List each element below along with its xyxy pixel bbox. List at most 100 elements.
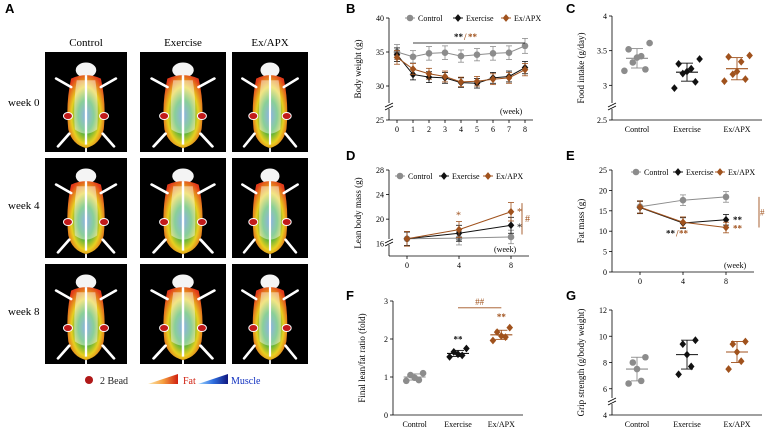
axis-break-gap bbox=[385, 103, 393, 109]
data-point bbox=[441, 49, 449, 56]
row-header-week8: week 8 bbox=[8, 306, 40, 318]
data-point bbox=[722, 193, 730, 201]
bead-left-r0-c0 bbox=[62, 112, 73, 120]
col-header-control: Control bbox=[69, 37, 103, 49]
sig-label-exercise: ** bbox=[454, 32, 464, 42]
col-header-exapx: Ex/APX bbox=[251, 37, 288, 49]
bead-left-r1-c0 bbox=[62, 218, 73, 226]
y-tick-label: 12 bbox=[599, 306, 607, 315]
data-point bbox=[687, 362, 695, 371]
y-tick-label: 25 bbox=[376, 116, 384, 125]
sig-label-exapx: ** bbox=[468, 32, 478, 42]
legend-label: Exercise bbox=[686, 168, 714, 177]
x-tick-label: 0 bbox=[395, 125, 399, 134]
chart-g-grip-strength: 4 6 8 10 12 Grip strength (g/body weight) Cont… bbox=[576, 306, 762, 429]
axis-break-mark bbox=[384, 102, 394, 108]
sig-star-week8-exapx: * bbox=[517, 207, 522, 218]
x-tick-label: 2 bbox=[427, 125, 431, 134]
data-point bbox=[505, 49, 513, 56]
legend-label: Exercise bbox=[452, 172, 480, 181]
y-tick-label: 40 bbox=[376, 14, 384, 23]
x-tick-label: 4 bbox=[681, 277, 685, 286]
data-point bbox=[679, 69, 687, 78]
data-point bbox=[636, 203, 644, 212]
legend-label: Control bbox=[408, 172, 433, 181]
legend-marker bbox=[440, 172, 448, 180]
muscle-legend-swatch bbox=[198, 374, 228, 384]
data-point bbox=[742, 337, 749, 346]
axis-break-mark bbox=[384, 238, 394, 244]
x-tick-label: 8 bbox=[509, 261, 513, 270]
y-axis-label: Final lean/fat ratio (fold) bbox=[357, 313, 367, 402]
scan-image-grid bbox=[45, 52, 308, 367]
legend-label: Ex/APX bbox=[728, 168, 755, 177]
data-point bbox=[692, 77, 699, 86]
legend-label: Ex/APX bbox=[514, 14, 541, 23]
panel-d-label: D bbox=[346, 148, 355, 163]
x-tick-label: 0 bbox=[405, 261, 409, 270]
data-point bbox=[737, 357, 745, 366]
data-point bbox=[505, 73, 513, 82]
sig-week4-exapx: ** bbox=[679, 228, 689, 238]
x-category-label: Control bbox=[625, 125, 650, 134]
x-axis-label: (week) bbox=[494, 245, 517, 254]
bead-right-r1-c1 bbox=[196, 218, 207, 226]
legend-marker bbox=[674, 168, 682, 176]
data-point bbox=[721, 77, 728, 86]
bead-left-r2-c2 bbox=[248, 324, 259, 332]
y-tick-label: 5 bbox=[603, 248, 607, 257]
bead-left-r2-c0 bbox=[62, 324, 73, 332]
hash-label: # bbox=[760, 207, 765, 217]
data-point bbox=[521, 42, 529, 50]
data-point bbox=[679, 340, 687, 349]
y-tick-label: 10 bbox=[599, 227, 607, 236]
x-category-label: Control bbox=[402, 420, 427, 429]
y-axis-label: Lean body mass (g) bbox=[353, 177, 363, 248]
col-header-exercise: Exercise bbox=[164, 37, 202, 49]
data-point bbox=[507, 221, 515, 230]
fat-legend-label: Fat bbox=[183, 376, 196, 387]
sig-exercise: ** bbox=[454, 335, 464, 345]
legend-marker bbox=[396, 172, 404, 180]
x-category-label: Ex/APX bbox=[488, 420, 515, 429]
data-point bbox=[679, 218, 687, 227]
panel-a: A Control Exercise Ex/APX week 0 week 4 … bbox=[5, 1, 308, 387]
y-tick-label: 20 bbox=[376, 215, 384, 224]
bead-left-r1-c2 bbox=[248, 218, 259, 226]
data-point bbox=[425, 69, 433, 78]
chart-e-fat-mass: 0 5 10 15 20 25 Fat mass (g) 0 4 8 Control Exercise… bbox=[576, 166, 765, 286]
data-point bbox=[455, 225, 463, 234]
data-point bbox=[521, 65, 529, 74]
data-point bbox=[671, 84, 678, 93]
data-point bbox=[473, 77, 481, 86]
data-point bbox=[403, 234, 411, 243]
y-tick-label: 16 bbox=[376, 240, 384, 249]
axis-break-mark bbox=[384, 241, 394, 247]
data-point bbox=[625, 380, 632, 387]
y-tick-label: 0 bbox=[603, 268, 607, 277]
y-tick-label: 25 bbox=[599, 166, 607, 175]
axis-break-mark bbox=[607, 397, 617, 403]
hash-label: ## bbox=[475, 297, 485, 307]
y-tick-label: 28 bbox=[376, 166, 384, 175]
data-point bbox=[646, 39, 653, 47]
row-header-week4: week 4 bbox=[8, 200, 40, 212]
axis-break-gap bbox=[385, 239, 393, 245]
axis-break-mark bbox=[607, 105, 617, 111]
chart-f-lean-fat-ratio: 0 1 2 3 Final lean/fat ratio (fold) Control Ex… bbox=[357, 297, 523, 429]
panel-b-label: B bbox=[346, 1, 355, 16]
legend-label: Control bbox=[644, 168, 669, 177]
data-point bbox=[742, 75, 749, 83]
data-point bbox=[506, 323, 514, 332]
y-axis-label: Body weight (g) bbox=[353, 40, 363, 99]
data-point bbox=[446, 352, 453, 361]
legend-marker bbox=[484, 172, 492, 180]
y-axis-label: Food intake (g/day) bbox=[576, 33, 586, 104]
x-tick-label: 1 bbox=[411, 125, 415, 134]
data-point bbox=[457, 78, 465, 86]
data-point bbox=[463, 344, 470, 353]
bead-right-r0-c2 bbox=[281, 112, 292, 120]
bead-right-r2-c1 bbox=[196, 324, 207, 332]
data-point bbox=[409, 53, 417, 61]
x-tick-label: 8 bbox=[724, 277, 728, 286]
